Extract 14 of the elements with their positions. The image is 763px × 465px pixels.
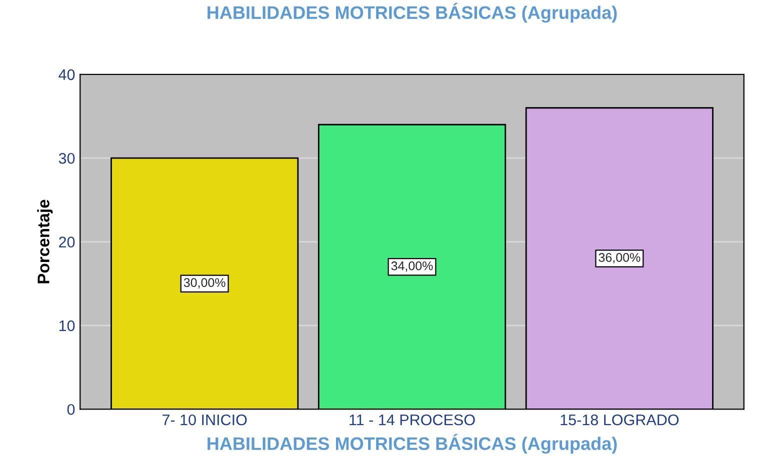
data-label: 34,00% <box>391 261 433 272</box>
y-tick-label: 30 <box>58 152 75 164</box>
y-axis-title: Porcentaje <box>37 200 53 284</box>
y-tick-label: 10 <box>59 320 75 332</box>
data-label: 30,00% <box>184 278 226 288</box>
y-tick-label: 40 <box>58 69 75 80</box>
x-axis-title: HABILIDADES MOTRICES BÁSICAS (Agrupada) <box>208 434 617 454</box>
y-tick-label: 20 <box>59 236 75 248</box>
x-tick-label: 11 - 14 PROCESO <box>350 414 475 426</box>
y-tick-label: 0 <box>67 404 75 415</box>
chart-title: HABILIDADES MOTRICES BÁSICAS (Agrupada) <box>208 2 617 23</box>
x-tick-label: 7- 10 INICIO <box>162 414 247 426</box>
x-tick-label: 15-18 LOGRADO <box>560 414 679 426</box>
data-label: 36,00% <box>598 253 640 264</box>
